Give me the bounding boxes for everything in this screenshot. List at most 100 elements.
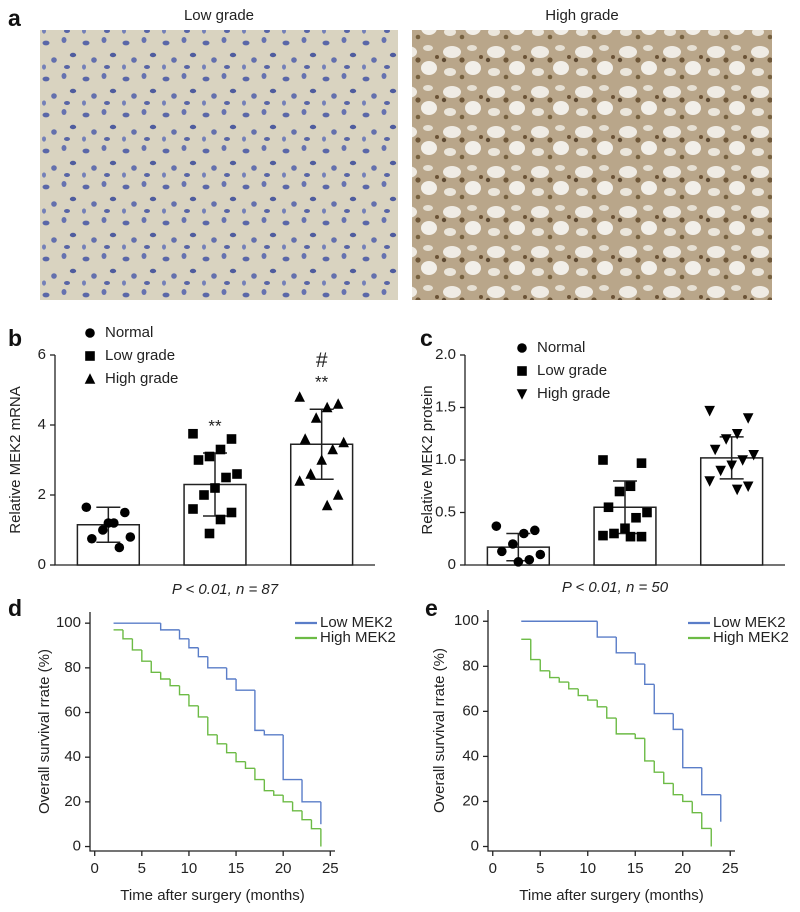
x-tick-label: 10 <box>181 860 198 877</box>
data-point <box>530 525 540 536</box>
data-point <box>188 504 198 514</box>
legend-label: High grade <box>537 385 610 402</box>
y-tick-label: 1.0 <box>435 451 456 468</box>
survival-step <box>235 679 255 691</box>
survival-step <box>301 810 312 821</box>
survival-step <box>169 679 180 687</box>
data-point <box>491 521 502 531</box>
chart-title: P < 0.01, n = 87 <box>172 581 279 598</box>
data-point <box>625 481 636 492</box>
data-point <box>631 512 641 523</box>
annotation: ** <box>315 373 329 392</box>
survival-step <box>606 706 617 719</box>
x-tick-label: 15 <box>627 860 644 877</box>
survival-step <box>558 677 569 683</box>
legend-marker <box>517 366 527 376</box>
survival-step <box>530 639 541 661</box>
data-point <box>204 528 215 539</box>
data-point <box>704 476 715 487</box>
survival-step <box>207 656 227 669</box>
survival-step <box>653 760 664 773</box>
y-tick-label: 0.5 <box>435 503 456 520</box>
survival-step <box>188 638 199 649</box>
legend-label: High grade <box>105 370 178 387</box>
survival-step <box>291 801 303 812</box>
x-axis-label: Time after surgery (months) <box>519 887 704 904</box>
y-tick-label: 4 <box>38 416 46 433</box>
data-point <box>120 507 130 518</box>
data-point <box>726 460 737 472</box>
data-point <box>294 475 305 486</box>
data-point <box>193 455 204 465</box>
data-point <box>114 542 125 553</box>
x-tick-label: 15 <box>228 860 245 877</box>
y-tick-label: 20 <box>64 793 81 810</box>
micrograph <box>412 30 772 300</box>
x-tick-label: 5 <box>536 860 544 877</box>
survival-step <box>159 672 171 680</box>
survival-step <box>263 779 274 792</box>
survival-step <box>263 730 284 736</box>
legend-label: Low grade <box>105 347 175 364</box>
data-point <box>524 554 535 565</box>
micrograph <box>40 30 398 300</box>
data-point <box>188 428 198 439</box>
y-tick-label: 6 <box>38 346 46 363</box>
survival-step <box>188 694 199 707</box>
data-point <box>731 428 743 440</box>
data-point <box>232 469 242 479</box>
data-point <box>709 444 721 456</box>
legend-label: Normal <box>105 324 153 341</box>
x-axis-label: Time after surgery (months) <box>120 887 305 904</box>
chart-title: P < 0.01, n = 50 <box>562 579 669 596</box>
data-point <box>642 507 652 518</box>
survival-step <box>682 794 693 803</box>
data-point <box>98 525 108 535</box>
data-point <box>299 433 311 444</box>
data-point <box>221 472 231 483</box>
data-point <box>338 436 349 448</box>
y-tick-label: 2.0 <box>435 346 456 363</box>
survival-step <box>596 700 607 708</box>
data-point <box>513 557 524 567</box>
survival-step <box>587 695 598 701</box>
data-point <box>125 532 136 542</box>
panel-label: b <box>8 325 22 351</box>
y-tick-label: 40 <box>462 747 479 764</box>
legend-marker <box>517 343 527 353</box>
legend-label: High MEK2 <box>713 629 789 646</box>
survival-step <box>301 779 321 803</box>
survival-step <box>653 684 674 715</box>
data-point <box>226 507 237 518</box>
x-tick-label: 25 <box>722 860 739 877</box>
annotation: ** <box>208 416 222 435</box>
x-tick-label: 25 <box>322 860 339 877</box>
y-tick-label: 80 <box>64 659 81 676</box>
data-point <box>81 502 92 513</box>
y-tick-label: 0 <box>471 837 479 854</box>
y-tick-label: 100 <box>454 612 479 629</box>
data-point <box>748 449 759 461</box>
data-point <box>310 412 322 423</box>
survival-step <box>549 670 560 679</box>
survival-step <box>235 752 246 763</box>
data-point <box>704 405 715 417</box>
survival-step <box>244 761 255 770</box>
data-point <box>720 434 732 445</box>
data-point <box>199 490 209 500</box>
y-tick-label: 0 <box>448 556 456 573</box>
annotation: # <box>316 349 328 372</box>
survival-step <box>634 652 645 665</box>
data-point <box>87 533 97 544</box>
survival-step <box>644 664 655 686</box>
legend-marker <box>84 373 96 384</box>
survival-step <box>282 734 303 781</box>
axis <box>487 610 735 852</box>
legend-marker <box>85 351 95 361</box>
survival-step <box>596 621 617 638</box>
survival-step <box>197 647 208 658</box>
data-point <box>614 486 625 497</box>
survival-step <box>634 733 645 740</box>
survival-step <box>178 629 189 640</box>
data-point <box>508 539 518 549</box>
